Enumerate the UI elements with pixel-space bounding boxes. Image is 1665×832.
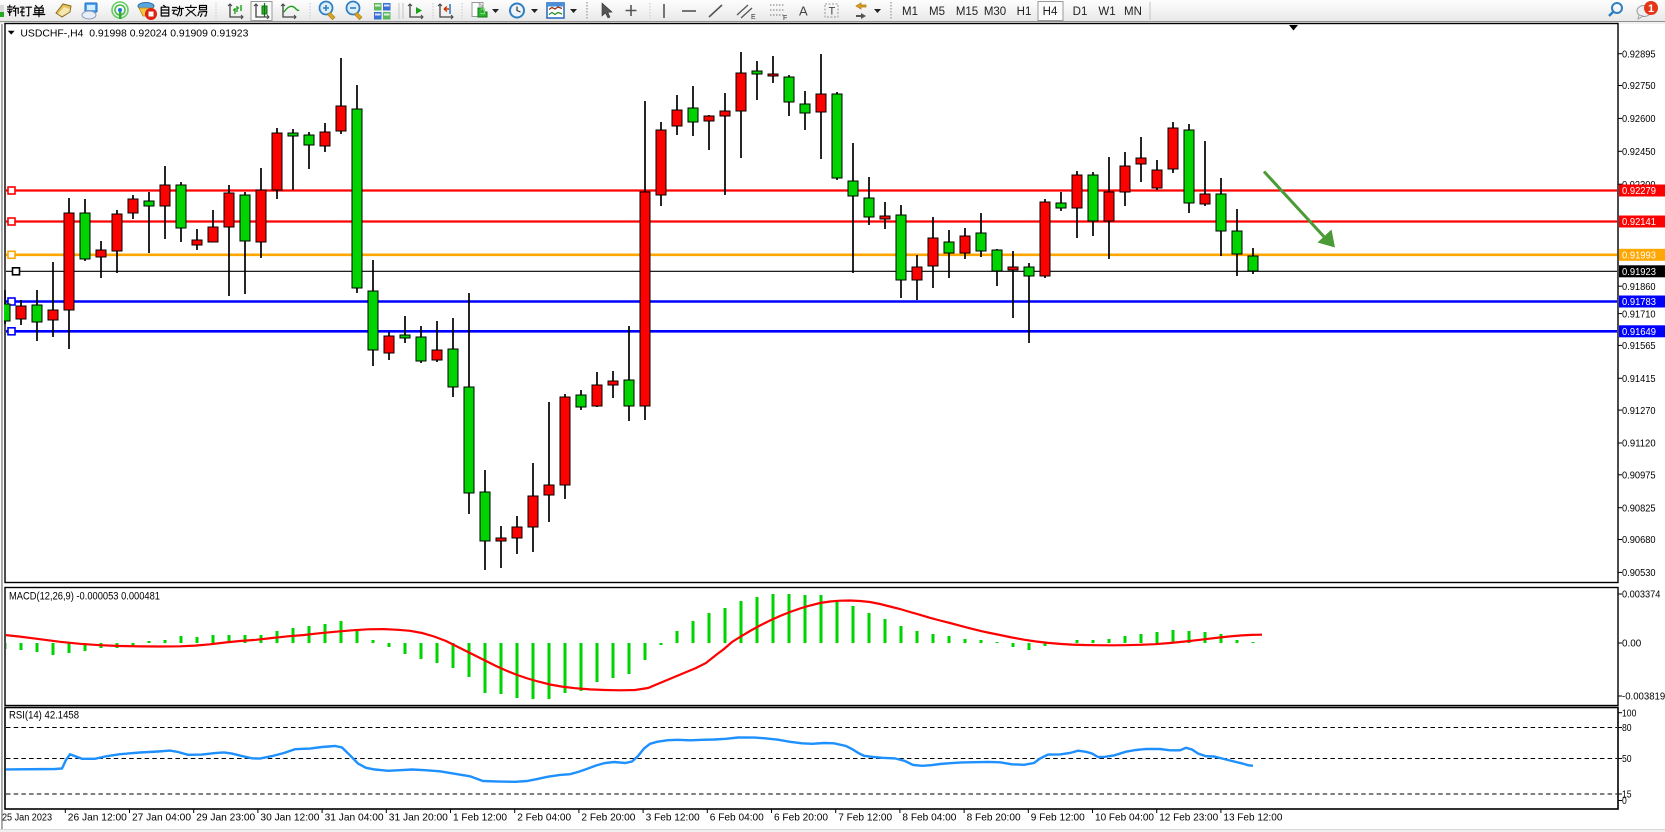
svg-text:50: 50 [1622,753,1632,765]
svg-text:8 Feb 20:00: 8 Feb 20:00 [967,812,1021,824]
svg-text:M5: M5 [929,6,945,18]
svg-text:D1: D1 [1073,6,1088,18]
svg-text:0.90530: 0.90530 [1622,567,1656,579]
svg-text:0.91565: 0.91565 [1622,340,1656,352]
svg-text:0.90825: 0.90825 [1622,502,1656,514]
svg-text:100: 100 [1622,707,1637,719]
svg-text:9 Feb 12:00: 9 Feb 12:00 [1031,812,1085,824]
svg-text:0.00: 0.00 [1622,638,1641,650]
svg-text:31 Jan 04:00: 31 Jan 04:00 [325,812,384,824]
svg-text:13 Feb 12:00: 13 Feb 12:00 [1223,812,1282,824]
svg-text:M15: M15 [956,6,978,18]
svg-text:2 Feb 20:00: 2 Feb 20:00 [581,812,635,824]
svg-text:0.92895: 0.92895 [1622,48,1656,60]
svg-text:H4: H4 [1043,6,1058,18]
svg-text:0.92450: 0.92450 [1622,146,1656,158]
svg-text:0.91783: 0.91783 [1622,296,1656,308]
svg-text:0.91993: 0.91993 [1622,250,1656,262]
svg-text:0: 0 [1622,795,1627,807]
svg-text:0.90975: 0.90975 [1622,470,1656,482]
svg-text:0.91710: 0.91710 [1622,308,1656,320]
svg-text:3 Feb 12:00: 3 Feb 12:00 [646,812,700,824]
svg-text:0.91649: 0.91649 [1622,326,1656,338]
svg-text:10 Feb 04:00: 10 Feb 04:00 [1095,812,1154,824]
svg-text:MACD(12,26,9) -0.000053 0.0004: MACD(12,26,9) -0.000053 0.000481 [9,591,160,603]
svg-text:29 Jan 23:00: 29 Jan 23:00 [196,812,255,824]
svg-text:30 Jan 12:00: 30 Jan 12:00 [260,812,319,824]
svg-text:USDCHF-,H4 0.91998 0.92024 0.: USDCHF-,H4 0.91998 0.92024 0.91909 0.919… [20,28,248,40]
svg-text:M30: M30 [984,6,1006,18]
svg-text:F: F [783,15,787,22]
svg-text:0.92600: 0.92600 [1622,113,1656,125]
svg-text:1 Feb 12:00: 1 Feb 12:00 [453,812,507,824]
svg-text:0.91923: 0.91923 [1622,266,1656,278]
svg-text:0.92141: 0.92141 [1622,216,1656,228]
svg-text:H1: H1 [1017,6,1032,18]
svg-text:0.003374: 0.003374 [1622,589,1661,601]
svg-text:0.91270: 0.91270 [1622,405,1656,417]
svg-text:15: 15 [1622,789,1632,801]
svg-text:12 Feb 23:00: 12 Feb 23:00 [1159,812,1218,824]
svg-text:E: E [751,14,756,21]
svg-text:RSI(14) 42.1458: RSI(14) 42.1458 [9,710,79,722]
svg-text:0.90680: 0.90680 [1622,534,1656,546]
svg-text:27 Jan 04:00: 27 Jan 04:00 [132,812,191,824]
svg-text:T: T [829,6,836,18]
svg-text:0.91860: 0.91860 [1622,281,1656,293]
svg-text:1: 1 [1648,3,1654,15]
svg-text:2 Feb 04:00: 2 Feb 04:00 [517,812,571,824]
svg-text:25 Jan 2023: 25 Jan 2023 [2,812,52,824]
svg-text:A: A [799,4,808,19]
svg-text:7 Feb 12:00: 7 Feb 12:00 [838,812,892,824]
svg-text:31 Jan 20:00: 31 Jan 20:00 [389,812,448,824]
svg-text:0.92279: 0.92279 [1622,185,1656,197]
svg-text:0.91415: 0.91415 [1622,373,1656,385]
svg-text:26 Jan 12:00: 26 Jan 12:00 [68,812,127,824]
svg-text:0.92750: 0.92750 [1622,80,1656,92]
svg-text:W1: W1 [1098,6,1115,18]
svg-text:MN: MN [1124,6,1142,18]
svg-text:80: 80 [1622,722,1632,734]
svg-text:6 Feb 04:00: 6 Feb 04:00 [710,812,764,824]
svg-text:-0.003819: -0.003819 [1622,691,1665,703]
svg-text:0.91120: 0.91120 [1622,438,1656,450]
svg-text:6 Feb 20:00: 6 Feb 20:00 [774,812,828,824]
svg-text:8 Feb 04:00: 8 Feb 04:00 [902,812,956,824]
svg-text:M1: M1 [902,6,918,18]
